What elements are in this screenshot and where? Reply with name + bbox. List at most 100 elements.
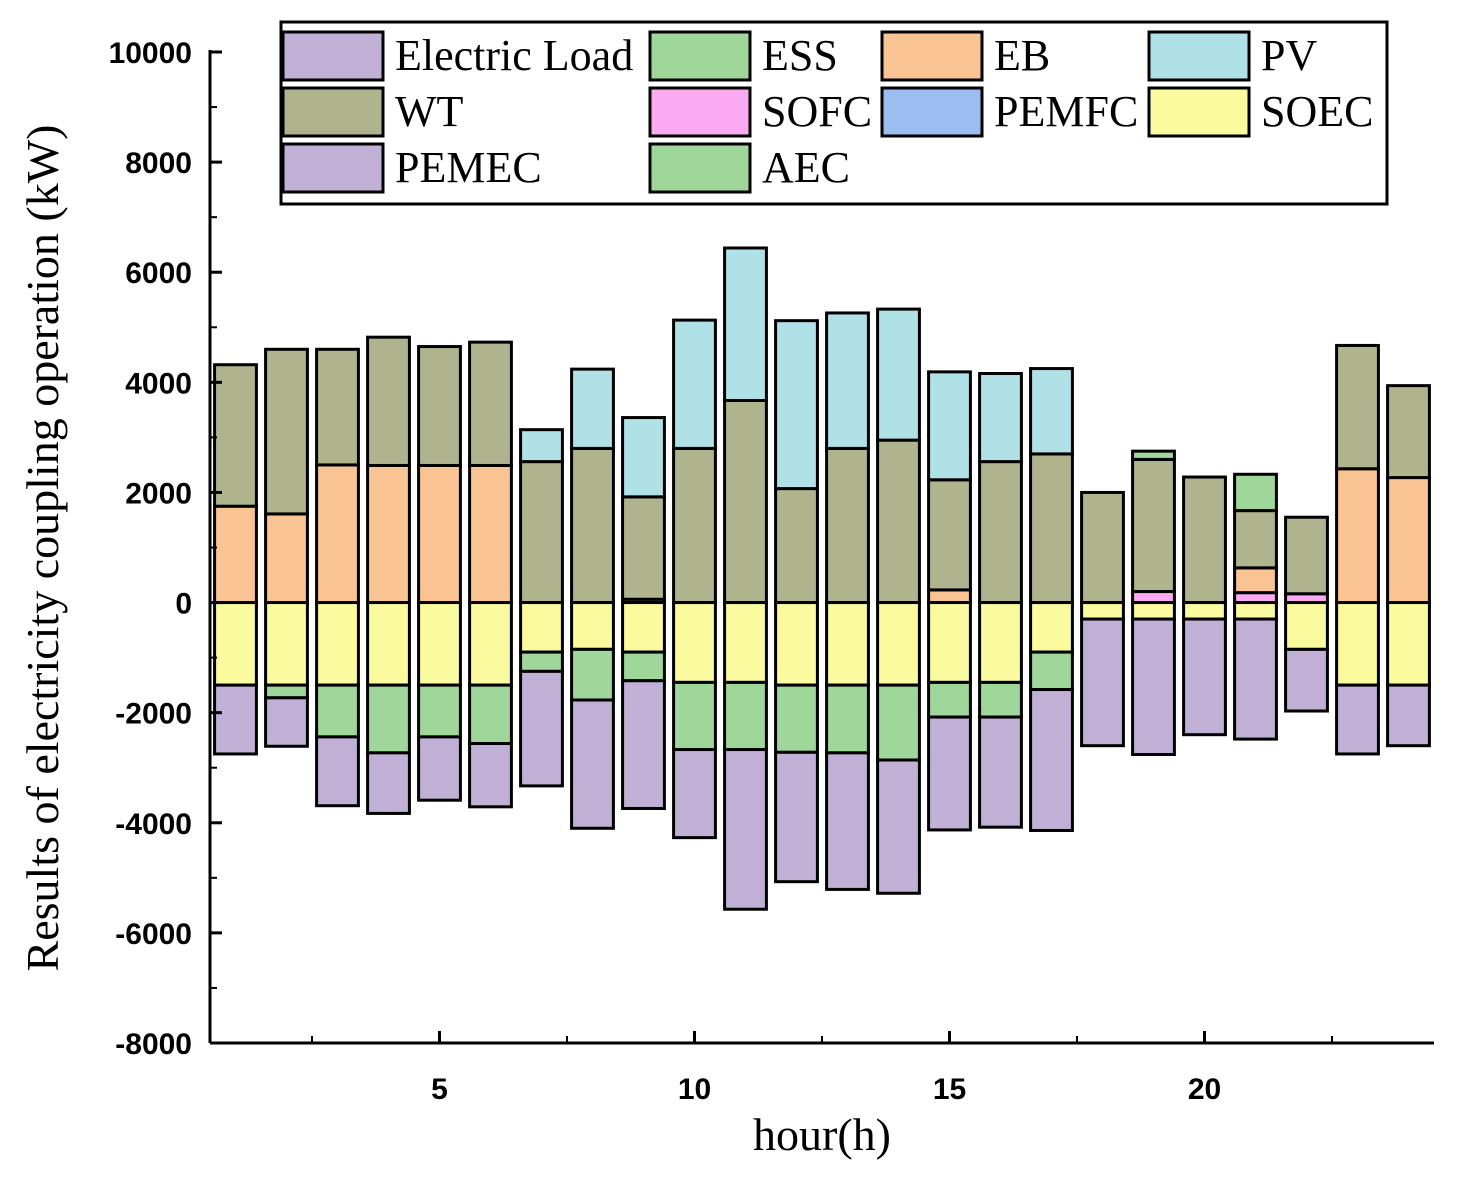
bar-soec-hour-19	[1131, 601, 1176, 621]
bar-wt-hour-16	[978, 460, 1023, 605]
bar-electric-load-hour-6	[468, 741, 513, 809]
bar-pv-hour-12	[774, 319, 819, 491]
axes: -8000 -6000 -4000 -2000 0 2000 4000 6000 8000 100…	[109, 37, 1434, 1106]
bar-wt-hour-1	[213, 363, 258, 508]
bar-soec-hour-3	[315, 601, 360, 687]
bar-ess-hour-13	[825, 683, 870, 755]
bar-electric-load-hour-18	[1080, 617, 1125, 748]
legend-swatch-eb	[880, 30, 984, 82]
bar-wt-hour-23	[1335, 343, 1380, 471]
bar-wt-hour-14	[876, 438, 921, 605]
bar-eb-hour-5	[417, 463, 462, 605]
bar-wt-hour-17	[1029, 452, 1074, 605]
y-tick-label: 2000	[125, 477, 192, 510]
bar-electric-load-hour-7	[519, 669, 564, 788]
bar-soec-hour-23	[1335, 601, 1380, 687]
legend-swatch-sofc	[648, 86, 752, 138]
bar-wt-hour-21	[1233, 509, 1278, 570]
bar-wt-hour-24	[1386, 384, 1431, 480]
bar-electric-load-hour-17	[1029, 688, 1074, 832]
legend-swatch-electric-load	[281, 30, 385, 82]
bar-soec-hour-8	[570, 601, 615, 651]
legend: Electric Load ESS EB PV WT SOFC PEMFC SOEC PEMEC…	[279, 20, 1389, 206]
bar-ess-hour-17	[1029, 650, 1074, 692]
bar-soec-hour-12	[774, 601, 819, 687]
bar-pv-hour-13	[825, 311, 870, 450]
bar-sofc-hour-19	[1131, 590, 1176, 605]
bar-soec-hour-14	[876, 601, 921, 687]
bar-ess-hour-5	[417, 683, 462, 739]
y-tick-label: -2000	[115, 698, 192, 731]
y-tick-label: -6000	[115, 918, 192, 951]
bar-electric-load-hour-10	[672, 748, 717, 840]
y-tick-label: -8000	[115, 1028, 192, 1061]
legend-label-electric-load: Electric Load	[395, 31, 633, 80]
bar-pv-hour-17	[1029, 367, 1074, 456]
bar-wt-hour-22	[1284, 515, 1329, 596]
legend-label-pemfc: PEMFC	[994, 87, 1138, 136]
y-tick-label: -4000	[115, 808, 192, 841]
bar-soec-hour-13	[825, 601, 870, 687]
x-axis-title: hour(h)	[753, 1109, 891, 1160]
bar-eb-hour-3	[315, 463, 360, 605]
bar-electric-load-hour-2	[264, 696, 309, 748]
bar-electric-load-hour-22	[1284, 647, 1329, 713]
x-tick-label: 5	[431, 1073, 448, 1106]
legend-label-pv: PV	[1261, 31, 1317, 80]
bar-electric-load-hour-21	[1233, 617, 1278, 741]
bar-soec-hour-10	[672, 601, 717, 684]
bar-ess-hour-19	[1131, 449, 1176, 461]
bar-electric-load-hour-15	[927, 715, 972, 832]
bar-ess-hour-12	[774, 683, 819, 754]
x-tick-label: 20	[1188, 1073, 1221, 1106]
y-tick-label: 10000	[109, 37, 192, 70]
bar-soec-hour-4	[366, 601, 411, 687]
bar-ess-hour-10	[672, 680, 717, 752]
bar-wt-hour-10	[672, 446, 717, 605]
bar-soec-hour-11	[723, 601, 768, 684]
bar-electric-load-hour-3	[315, 735, 360, 808]
y-axis-title: Results of electricity coupling operatio…	[17, 125, 68, 972]
legend-swatch-pv	[1147, 30, 1251, 82]
bar-electric-load-hour-12	[774, 750, 819, 884]
bar-pv-hour-15	[927, 370, 972, 482]
bar-wt-hour-11	[723, 399, 768, 605]
bar-ess-hour-3	[315, 683, 360, 739]
legend-label-aec: AEC	[762, 143, 850, 192]
bar-pv-hour-8	[570, 367, 615, 450]
bar-soec-hour-5	[417, 601, 462, 687]
bar-soec-hour-1	[213, 601, 258, 687]
bar-electric-load-hour-20	[1182, 617, 1227, 737]
bar-soec-hour-20	[1182, 601, 1227, 621]
legend-label-pemec: PEMEC	[395, 143, 542, 192]
legend-label-ess: ESS	[762, 31, 838, 80]
bar-electric-load-hour-9	[621, 679, 666, 810]
bar-soec-hour-9	[621, 601, 666, 654]
bar-wt-hour-6	[468, 340, 513, 467]
bar-electric-load-hour-13	[825, 751, 870, 891]
bar-eb-hour-4	[366, 463, 411, 605]
bar-eb-hour-1	[213, 504, 258, 605]
bar-ess-hour-2	[264, 683, 309, 700]
legend-swatch-pemfc	[880, 86, 984, 138]
bar-ess-hour-21	[1233, 472, 1278, 513]
bar-pv-hour-10	[672, 318, 717, 450]
bar-pv-hour-16	[978, 372, 1023, 464]
bar-soec-hour-18	[1080, 601, 1125, 621]
bar-wt-hour-3	[315, 347, 360, 467]
bar-electric-load-hour-23	[1335, 683, 1380, 756]
bar-soec-hour-7	[519, 601, 564, 654]
bar-ess-hour-11	[723, 680, 768, 752]
bar-wt-hour-9	[621, 495, 666, 601]
y-tick-label: 0	[175, 588, 192, 621]
bar-soec-hour-24	[1386, 601, 1431, 687]
bar-electric-load-hour-4	[366, 751, 411, 815]
bar-pv-hour-11	[723, 246, 768, 403]
bar-ess-hour-4	[366, 683, 411, 755]
legend-label-sofc: SOFC	[762, 87, 872, 136]
bar-wt-hour-19	[1131, 457, 1176, 594]
bar-ess-hour-6	[468, 683, 513, 745]
legend-label-wt: WT	[395, 87, 464, 136]
bar-ess-hour-7	[519, 650, 564, 673]
